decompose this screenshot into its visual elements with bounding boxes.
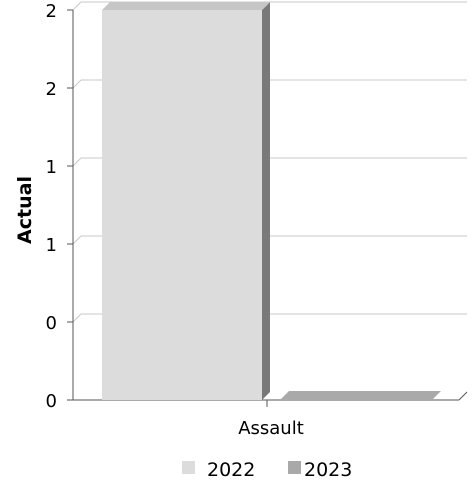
y-tick-labels: 0 0 1 1 2 2 [46, 1, 57, 412]
axes [67, 9, 468, 407]
bar-2023 [281, 391, 441, 399]
y-tick-label: 0 [46, 391, 57, 412]
y-tick-label: 1 [46, 157, 57, 178]
legend-swatch-2022 [182, 461, 195, 474]
x-axis-depth-line [458, 391, 468, 401]
gridline [72, 157, 82, 167]
y-axis-title: Actual [14, 176, 36, 244]
legend: 2022 2023 [182, 459, 352, 481]
legend-label-2023: 2023 [304, 459, 352, 481]
bar-top-2022 [102, 2, 270, 10]
bar-2022 [102, 2, 270, 400]
legend-label-2022: 2022 [207, 459, 255, 481]
x-category-label: Assault [238, 418, 304, 439]
bar-front-2022 [102, 10, 262, 400]
y-tick-label: 0 [46, 313, 57, 334]
legend-swatch-2023 [288, 461, 301, 474]
y-tick-label: 1 [46, 235, 57, 256]
y-tick-label: 2 [46, 79, 57, 100]
gridline [72, 1, 82, 11]
gridline [72, 79, 82, 89]
bar-side-2022 [262, 2, 270, 400]
gridline [72, 313, 82, 323]
bars [102, 2, 441, 400]
gridline [72, 235, 82, 245]
y-tick-label: 2 [46, 1, 57, 22]
bar-flat-2023 [281, 391, 441, 399]
